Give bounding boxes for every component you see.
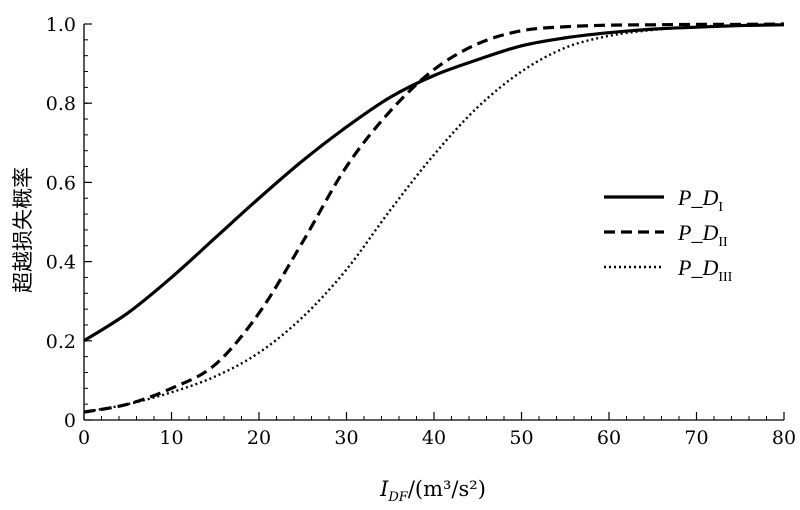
series-line-III [83, 23, 785, 414]
x-tick-label: 30 [334, 427, 358, 449]
axis-ticks: 0 10 20 30 40 50 60 70 80 0 0.2 0.4 0.6 0.8 1.0 [46, 14, 796, 449]
y-axis-title: 超越损失概率 [11, 167, 35, 293]
x-tick-label: 70 [684, 427, 708, 449]
x-tick-label: 80 [772, 427, 796, 449]
legend: P_DI P_DII P_DIII [604, 185, 733, 285]
x-axis-title-sub: DF [387, 490, 408, 505]
y-tick-label: 0.2 [46, 331, 76, 353]
legend-label-III: P_DIII [677, 255, 733, 285]
y-tick-label: 0.6 [46, 172, 76, 194]
x-axis-title-main: I [379, 477, 389, 501]
plot-area: 0 10 20 30 40 50 60 70 80 0 0.2 0.4 0.6 0.8 1.0 [46, 14, 796, 449]
y-tick-label: 0.4 [46, 252, 76, 274]
series-layer [83, 22, 785, 414]
x-axis-title-units: /(m³/s²) [408, 477, 486, 501]
x-tick-label: 40 [422, 427, 446, 449]
x-tick-label: 10 [159, 427, 183, 449]
y-tick-label: 1.0 [46, 14, 76, 36]
y-tick-label: 0 [64, 410, 76, 432]
x-axis-title: IDF/(m³/s²) [379, 477, 486, 505]
x-tick-label: 0 [78, 427, 90, 449]
legend-label-II: P_DII [677, 220, 728, 250]
y-tick-label: 0.8 [46, 93, 76, 115]
series-line-I [83, 23, 785, 343]
x-tick-label: 20 [247, 427, 271, 449]
series-line-II [83, 22, 785, 414]
x-tick-label: 60 [597, 427, 621, 449]
x-tick-label: 50 [509, 427, 533, 449]
legend-label-I: P_DI [677, 185, 723, 215]
